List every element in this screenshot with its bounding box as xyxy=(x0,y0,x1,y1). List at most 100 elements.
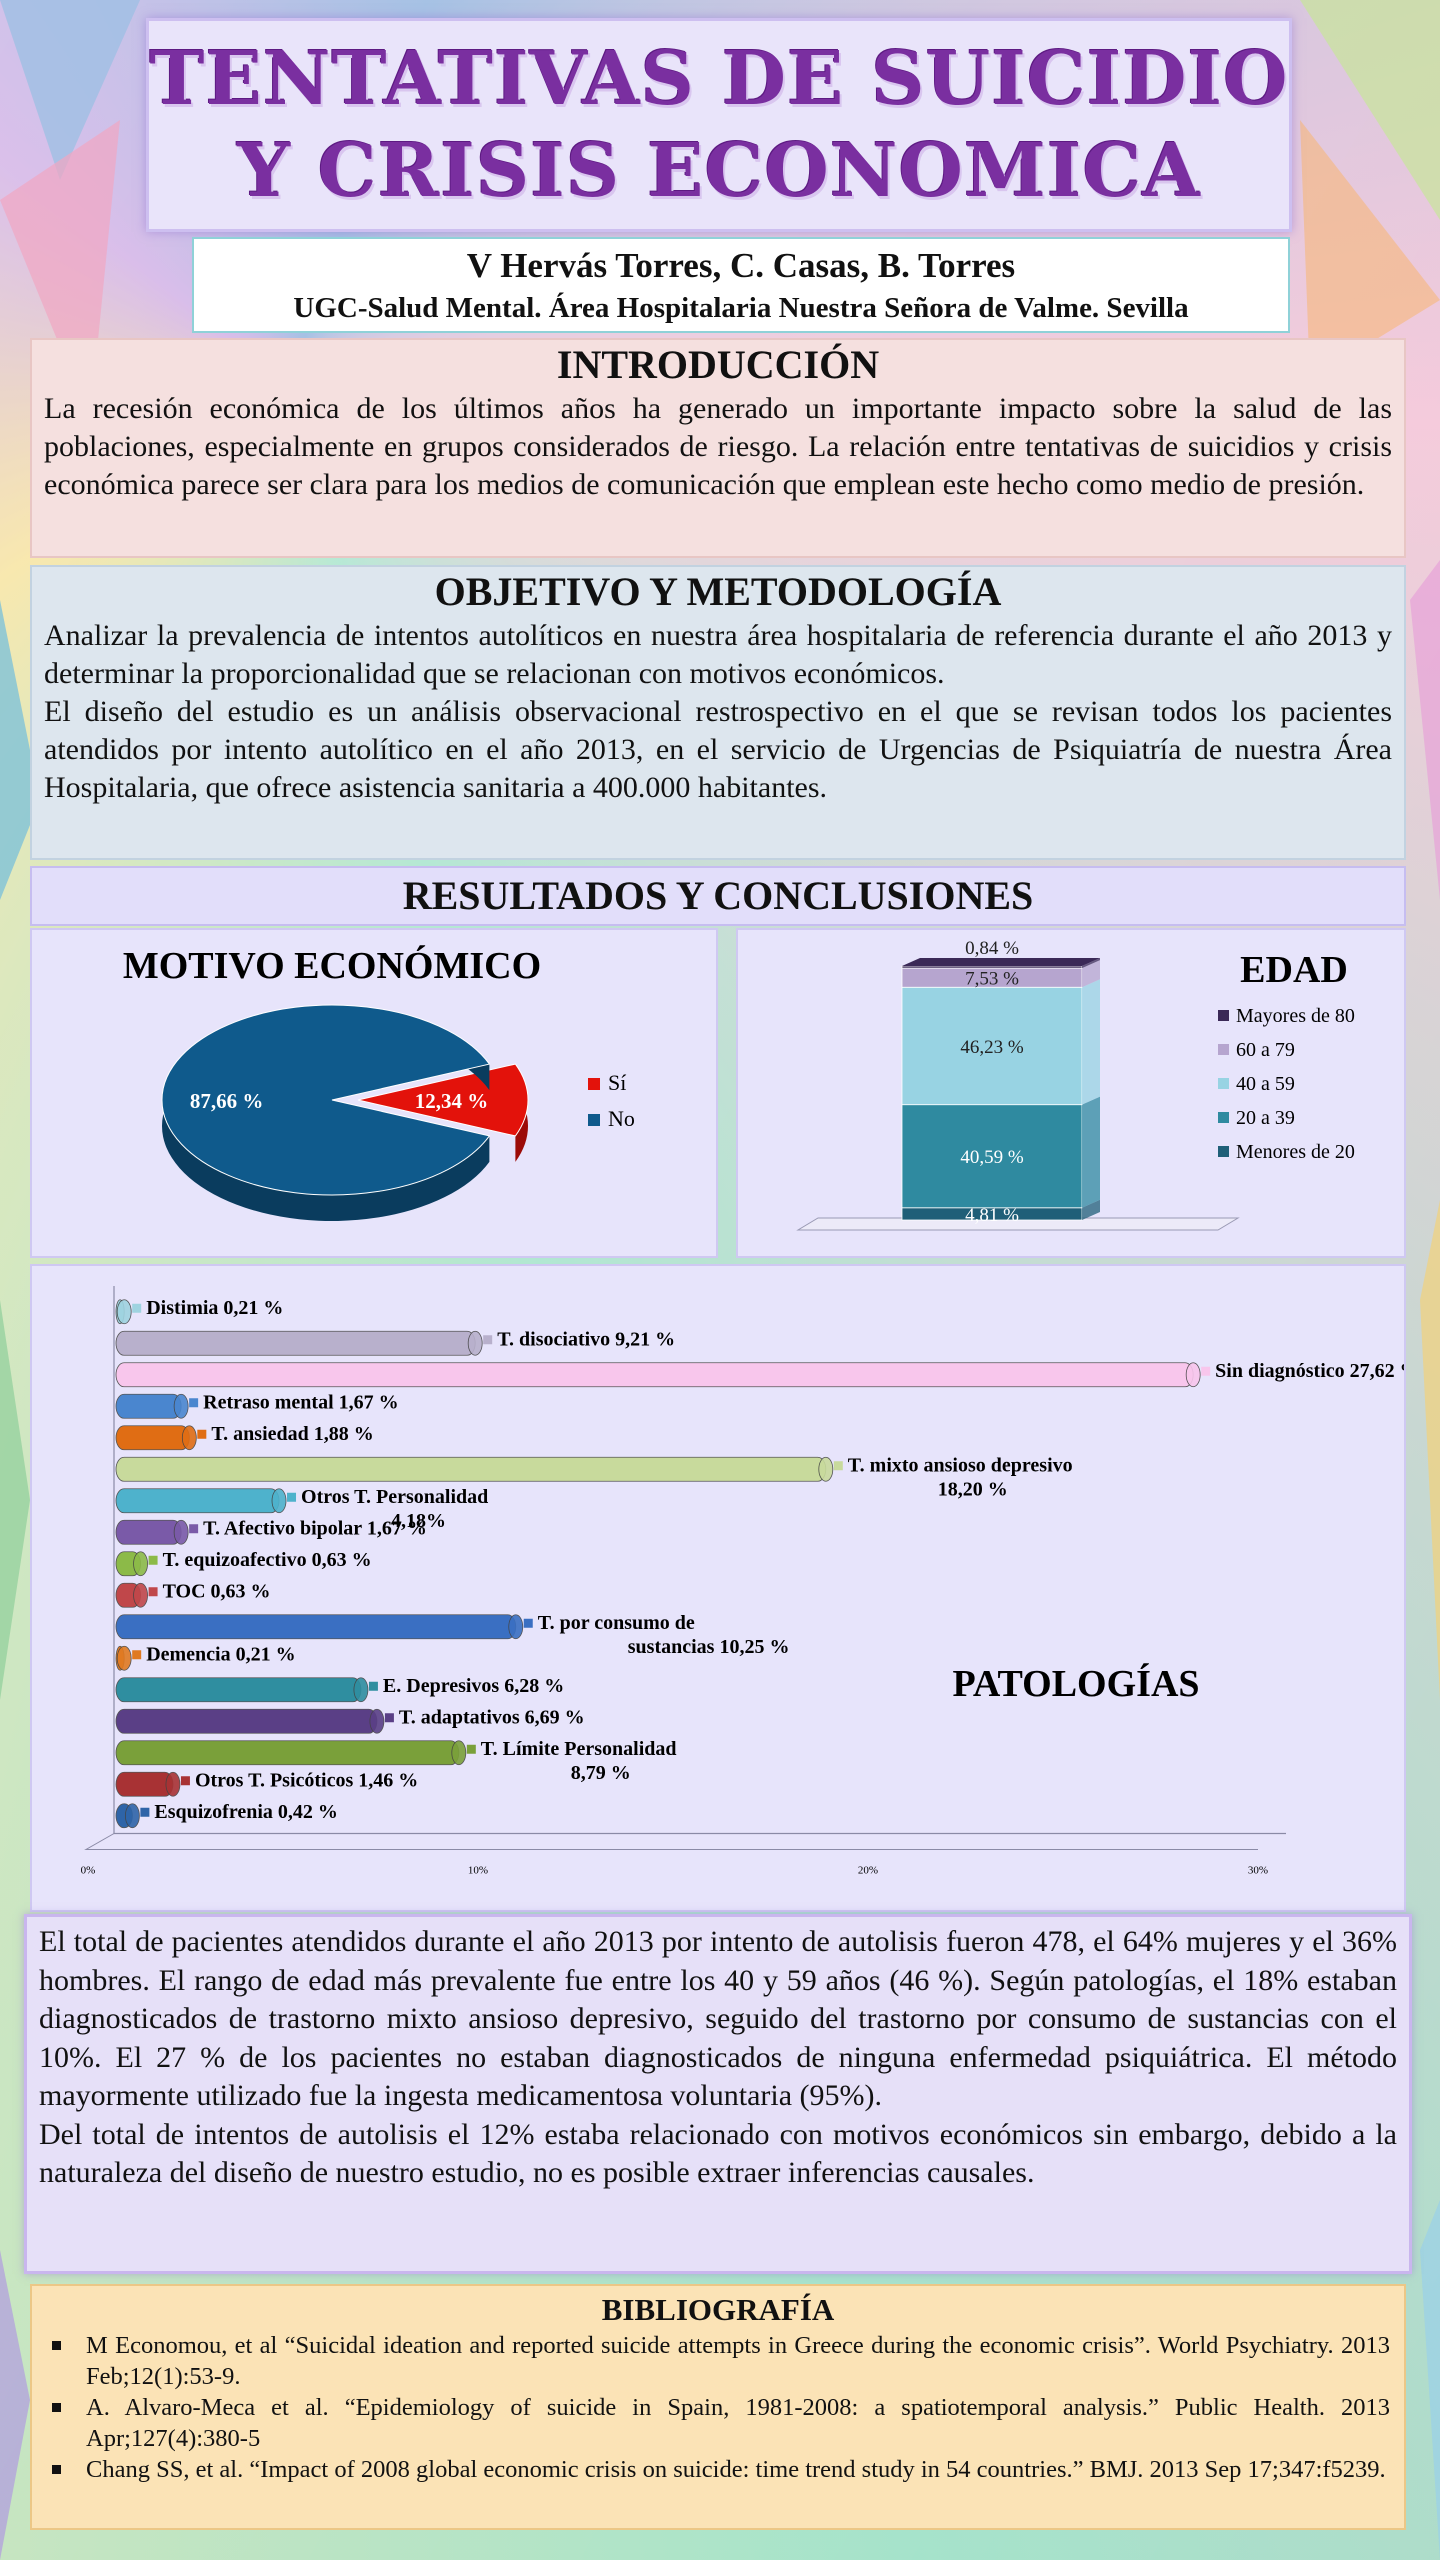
intro-heading: INTRODUCCIÓN xyxy=(556,342,880,387)
bar-legend-marker xyxy=(189,1398,199,1408)
horizontal-bar-chart-svg: 0% 10% 20% 30% PATOLOGÍAS Distimia 0,21 % T. d… xyxy=(81,1286,1420,1877)
legend-label: Sí xyxy=(608,1070,626,1095)
stacked-bar-side xyxy=(1082,958,1100,969)
bar xyxy=(115,1677,362,1703)
pie-slice-label: 12,34 % xyxy=(415,1089,489,1113)
bar-label-line: T. adaptativos 6,69 % xyxy=(399,1706,585,1728)
chart-axis-floor xyxy=(84,1833,1258,1850)
legend-label: Mayores de 80 xyxy=(1236,1005,1355,1027)
bar xyxy=(115,1708,378,1734)
results-summary: El total de pacientes atendidos durante … xyxy=(24,1914,1412,2274)
bar-label-line: T. Límite Personalidad xyxy=(481,1738,677,1760)
bar-cap xyxy=(181,1425,197,1451)
bar-cap xyxy=(173,1393,189,1419)
chart-floor xyxy=(796,1217,1240,1231)
bar-legend-marker xyxy=(384,1713,394,1723)
bar xyxy=(115,1740,460,1766)
legend-label: No xyxy=(608,1106,635,1131)
bar-label-line: Retraso mental 1,67 % xyxy=(203,1391,399,1413)
stacked-bar-side xyxy=(1082,960,1100,988)
bar-label-line: 8,79 % xyxy=(571,1762,631,1784)
bar-label: T. disociativo 9,21 % xyxy=(497,1328,675,1350)
bar-label: T. mixto ansioso depresivo 18,20 % xyxy=(848,1454,1073,1500)
bar xyxy=(115,1488,280,1514)
bar-label-line: T. disociativo 9,21 % xyxy=(497,1328,675,1350)
bar-label-line: E. Depresivos 6,28 % xyxy=(383,1675,564,1697)
bar-label: Esquizofrenia 0,42 % xyxy=(154,1801,338,1823)
legend-label: 60 a 79 xyxy=(1236,1039,1295,1061)
bar-legend-marker xyxy=(287,1492,297,1502)
bar-label-line: Distimia 0,21 % xyxy=(146,1297,283,1319)
bar-cap xyxy=(173,1519,189,1545)
bar-label-line: T. equizoafectivo 0,63 % xyxy=(163,1549,372,1571)
bar-label: T. adaptativos 6,69 % xyxy=(399,1706,585,1728)
bar xyxy=(115,1519,182,1545)
results-paragraph-1: El total de pacientes atendidos durante … xyxy=(39,1925,1397,2112)
bibliography-list: M Economou, et al “Suicidal ideation and… xyxy=(46,2330,1390,2485)
objective-paragraph-1: Analizar la prevalencia de intentos auto… xyxy=(44,619,1392,690)
bar-legend-marker xyxy=(140,1807,150,1817)
bar-label: E. Depresivos 6,28 % xyxy=(383,1675,564,1697)
bar-label: Demencia 0,21 % xyxy=(146,1643,295,1665)
bar-legend-marker xyxy=(148,1555,158,1565)
bar-label-line: Demencia 0,21 % xyxy=(146,1643,295,1665)
bar-label-line: T. ansiedad 1,88 % xyxy=(211,1423,373,1445)
poster-title-line2: Y CRISIS ECONOMICA xyxy=(237,128,1201,214)
bar-legend-marker xyxy=(132,1650,142,1660)
bar-label-line: Otros T. Psicóticos 1,46 % xyxy=(195,1769,418,1791)
bar-legend-marker xyxy=(189,1524,199,1534)
authors: V Hervás Torres, C. Casas, B. Torres xyxy=(466,246,1016,285)
objective-paragraph-2: El diseño del estudio es un análisis obs… xyxy=(44,695,1392,804)
bar-label-line: T. por consumo de xyxy=(538,1612,695,1634)
bibliography-heading: BIBLIOGRAFÍA xyxy=(601,2292,835,2327)
intro-text: La recesión económica de los últimos año… xyxy=(44,392,1392,501)
x-tick-label: 0% xyxy=(81,1865,96,1877)
bar-legend-marker xyxy=(132,1303,142,1313)
bar-legend-marker xyxy=(368,1681,378,1691)
bar-cap xyxy=(467,1330,483,1356)
affiliation: UGC-Salud Mental. Área Hospitalaria Nues… xyxy=(293,292,1189,324)
bar-legend-marker xyxy=(523,1618,533,1628)
legend-label: Menores de 20 xyxy=(1236,1141,1355,1163)
stacked-bar-label: 4,81 % xyxy=(965,1205,1019,1226)
stacked-bar-side xyxy=(1082,979,1100,1105)
bar-label: T. equizoafectivo 0,63 % xyxy=(163,1549,372,1571)
intro-section: INTRODUCCIÓN La recesión económica de lo… xyxy=(30,338,1406,558)
title-banner: TENTATIVAS DE SUICIDIO Y CRISIS ECONOMIC… xyxy=(146,18,1292,232)
bar-cap xyxy=(508,1614,524,1640)
legend-swatch xyxy=(1218,1044,1229,1055)
bar-label-line: T. Afectivo bipolar 1,67 % xyxy=(203,1517,427,1539)
bar-label-line: sustancias 10,25 % xyxy=(628,1636,790,1658)
bar-label: T. ansiedad 1,88 % xyxy=(211,1423,373,1445)
stacked-bar-side xyxy=(1082,1199,1100,1220)
bar-label: Otros T. Psicóticos 1,46 % xyxy=(195,1769,418,1791)
chart-title: MOTIVO ECONÓMICO xyxy=(123,945,541,987)
bar-label-line: 18,20 % xyxy=(938,1478,1008,1500)
bar-cap xyxy=(133,1551,148,1577)
x-tick-label: 20% xyxy=(858,1865,878,1877)
bar-label: TOC 0,63 % xyxy=(163,1580,271,1602)
bar-legend-marker xyxy=(466,1744,476,1754)
bar-cap xyxy=(116,1299,132,1325)
bar xyxy=(115,1614,517,1640)
pie-slice-label: 87,66 % xyxy=(190,1089,264,1113)
authors-box: V Hervás Torres, C. Casas, B. Torres UGC… xyxy=(192,237,1290,333)
bar-legend-marker xyxy=(483,1335,493,1345)
bar-legend-marker xyxy=(1201,1366,1211,1376)
bar-cap xyxy=(1185,1362,1201,1388)
bar-label: T. Límite Personalidad 8,79 % xyxy=(481,1738,677,1784)
legend-swatch xyxy=(588,1114,600,1126)
bar xyxy=(115,1330,476,1356)
legend-label: 40 a 59 xyxy=(1236,1073,1295,1095)
bibliography-item: M Economou, et al “Suicidal ideation and… xyxy=(46,2330,1390,2392)
legend-label: 20 a 39 xyxy=(1236,1107,1295,1129)
bar-label-line: 4,18% xyxy=(391,1510,446,1532)
bar xyxy=(115,1393,182,1419)
pie-slice xyxy=(161,1004,491,1196)
x-tick-label: 10% xyxy=(468,1865,488,1877)
bar-cap xyxy=(353,1677,369,1703)
stacked-bar-segment xyxy=(901,965,1083,969)
bar-cap xyxy=(818,1456,834,1482)
objective-heading: OBJETIVO Y METODOLOGÍA xyxy=(434,569,1002,614)
objective-section: OBJETIVO Y METODOLOGÍA Analizar la preva… xyxy=(30,565,1406,860)
